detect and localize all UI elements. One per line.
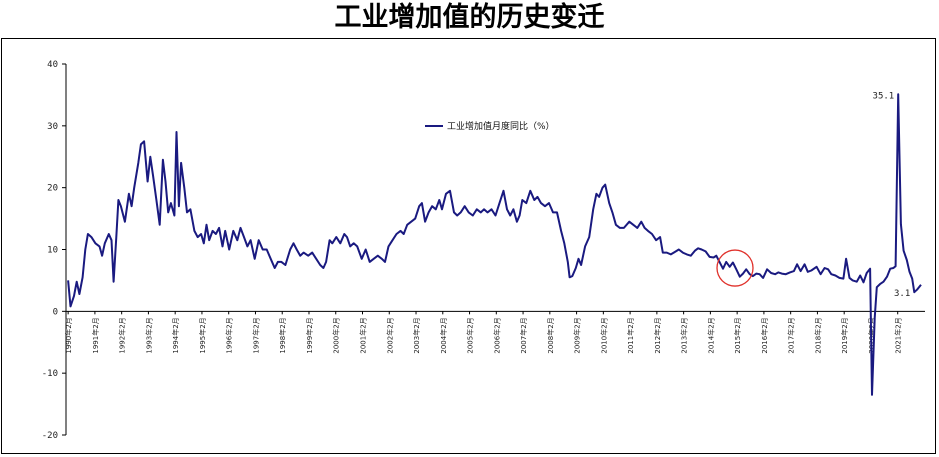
series-group xyxy=(67,93,922,396)
x-tick-label: 2010年2月 xyxy=(599,317,608,353)
chart-axes xyxy=(65,64,925,435)
data-label: 3.1 xyxy=(894,289,910,299)
x-tick-label: 2017年2月 xyxy=(787,317,796,353)
x-tick-label: 2009年2月 xyxy=(573,317,582,353)
x-tick-label: 2016年2月 xyxy=(760,317,769,353)
x-tick-label: 1998年2月 xyxy=(278,317,287,353)
y-tick-label: 0 xyxy=(53,307,58,317)
y-tick-label: 40 xyxy=(47,60,58,70)
annotations: 35.1 3.1 xyxy=(873,91,911,299)
x-tick-label: 2013年2月 xyxy=(680,317,689,353)
page-title: 工业增加值的历史变迁 xyxy=(334,2,605,33)
highlight-circle xyxy=(716,249,754,287)
x-tick-label: 1994年2月 xyxy=(171,317,180,353)
chart-frame xyxy=(1,38,936,454)
x-tick-label: 2007年2月 xyxy=(519,317,528,353)
x-tick-label: 2006年2月 xyxy=(492,317,501,353)
x-tick-label: 1999年2月 xyxy=(305,317,314,353)
data-label: 35.1 xyxy=(873,91,895,101)
x-tick-label: 2005年2月 xyxy=(466,317,475,353)
x-tick-label: 2014年2月 xyxy=(706,317,715,353)
x-tick-label: 2019年2月 xyxy=(840,317,849,353)
x-tick-label: 2001年2月 xyxy=(359,317,368,353)
y-tick-label: 20 xyxy=(47,184,58,194)
y-tick-label: -10 xyxy=(42,369,58,379)
x-tick-label: 2015年2月 xyxy=(733,317,742,353)
x-tick-label: 2012年2月 xyxy=(653,317,662,353)
x-tick-label: 2021年2月 xyxy=(894,317,903,353)
legend-label: 工业增加值月度同比（%） xyxy=(447,120,555,132)
y-axis-ticks: -20 -10 0 10 20 30 40 xyxy=(42,60,66,441)
x-tick-label: 2011年2月 xyxy=(626,317,635,353)
y-tick-label: 10 xyxy=(47,246,58,256)
x-tick-label: 2000年2月 xyxy=(332,317,341,353)
x-tick-label: 2008年2月 xyxy=(546,317,555,353)
x-tick-label: 1997年2月 xyxy=(251,317,260,353)
x-tick-label: 1990年2月 xyxy=(64,317,73,353)
series-line xyxy=(67,93,922,396)
x-tick-label: 1992年2月 xyxy=(118,317,127,353)
x-axis-ticks: 1990年2月 1991年2月 1992年2月 1993年2月 1994年2月 1995年… xyxy=(64,311,903,354)
x-tick-label: 2018年2月 xyxy=(813,317,822,353)
y-tick-label: -20 xyxy=(42,431,58,441)
legend: 工业增加值月度同比（%） xyxy=(425,120,555,132)
x-tick-label: 1995年2月 xyxy=(198,317,207,353)
x-tick-label: 2003年2月 xyxy=(412,317,421,353)
x-tick-label: 2004年2月 xyxy=(439,317,448,353)
y-tick-label: 30 xyxy=(47,122,58,132)
x-tick-label: 1993年2月 xyxy=(144,317,153,353)
x-tick-label: 2002年2月 xyxy=(385,317,394,353)
x-tick-label: 1996年2月 xyxy=(225,317,234,353)
x-tick-label: 1991年2月 xyxy=(91,317,100,353)
